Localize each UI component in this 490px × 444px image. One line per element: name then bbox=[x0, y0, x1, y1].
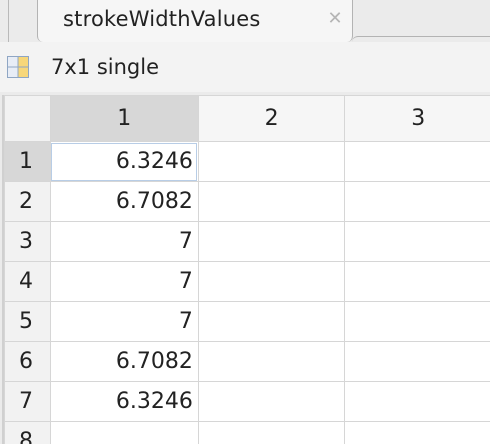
table-cell[interactable] bbox=[344, 381, 490, 422]
table-cell[interactable] bbox=[197, 381, 346, 422]
table-row: 3 7 bbox=[4, 221, 490, 262]
table-row: 5 7 bbox=[4, 301, 490, 342]
table-row: 7 6.3246 bbox=[4, 381, 490, 422]
table-cell[interactable] bbox=[197, 301, 346, 342]
table-grid-icon bbox=[7, 56, 29, 78]
table-row: 8 bbox=[4, 421, 490, 444]
column-header[interactable]: 3 bbox=[344, 95, 490, 142]
grid-corner[interactable] bbox=[4, 95, 51, 142]
table-cell[interactable]: 7 bbox=[49, 221, 199, 262]
table-cell[interactable] bbox=[197, 181, 346, 222]
row-header[interactable]: 1 bbox=[4, 141, 51, 182]
document-tab-strip: strokeWidthValues ✕ bbox=[0, 0, 490, 42]
column-header[interactable]: 2 bbox=[197, 95, 346, 142]
table-cell[interactable] bbox=[344, 261, 490, 302]
table-cell[interactable] bbox=[344, 181, 490, 222]
table-cell[interactable]: 6.3246 bbox=[49, 141, 199, 182]
table-cell[interactable] bbox=[344, 301, 490, 342]
row-header[interactable]: 5 bbox=[4, 301, 51, 342]
table-cell[interactable] bbox=[49, 421, 199, 444]
tab-strip-left-edge bbox=[0, 0, 9, 42]
row-header[interactable]: 4 bbox=[4, 261, 51, 302]
table-cell[interactable] bbox=[344, 141, 490, 182]
row-header[interactable]: 2 bbox=[4, 181, 51, 222]
table-cell[interactable] bbox=[197, 421, 346, 444]
tab-strip-border bbox=[352, 36, 490, 43]
table-row: 6 6.7082 bbox=[4, 341, 490, 382]
table-cell[interactable]: 7 bbox=[49, 301, 199, 342]
row-header[interactable]: 6 bbox=[4, 341, 51, 382]
table-cell[interactable]: 6.7082 bbox=[49, 341, 199, 382]
row-header[interactable]: 8 bbox=[4, 421, 51, 444]
column-header-row: 1 2 3 bbox=[4, 95, 490, 142]
close-icon[interactable]: ✕ bbox=[327, 8, 343, 29]
table-cell[interactable] bbox=[197, 341, 346, 382]
table-row: 4 7 bbox=[4, 261, 490, 302]
tab-title: strokeWidthValues bbox=[63, 7, 261, 31]
variable-size-type: 7x1 single bbox=[51, 55, 159, 79]
table-cell[interactable] bbox=[344, 221, 490, 262]
column-header[interactable]: 1 bbox=[49, 95, 199, 142]
variable-tab[interactable]: strokeWidthValues ✕ bbox=[37, 0, 353, 42]
data-table: 1 2 3 1 6.3246 2 6.7082 3 7 bbox=[4, 95, 490, 444]
table-row: 2 6.7082 bbox=[4, 181, 490, 222]
table-cell[interactable]: 6.3246 bbox=[49, 381, 199, 422]
table-row: 1 6.3246 bbox=[4, 141, 490, 182]
table-cell[interactable] bbox=[197, 141, 346, 182]
variable-editor-grid[interactable]: 1 2 3 1 6.3246 2 6.7082 3 7 bbox=[2, 95, 490, 444]
table-cell[interactable]: 7 bbox=[49, 261, 199, 302]
table-cell[interactable] bbox=[197, 261, 346, 302]
table-cell[interactable] bbox=[197, 221, 346, 262]
variable-info-bar: 7x1 single bbox=[0, 42, 490, 92]
row-header[interactable]: 3 bbox=[4, 221, 51, 262]
table-cell[interactable] bbox=[344, 421, 490, 444]
table-cell[interactable] bbox=[344, 341, 490, 382]
table-cell[interactable]: 6.7082 bbox=[49, 181, 199, 222]
row-header[interactable]: 7 bbox=[4, 381, 51, 422]
